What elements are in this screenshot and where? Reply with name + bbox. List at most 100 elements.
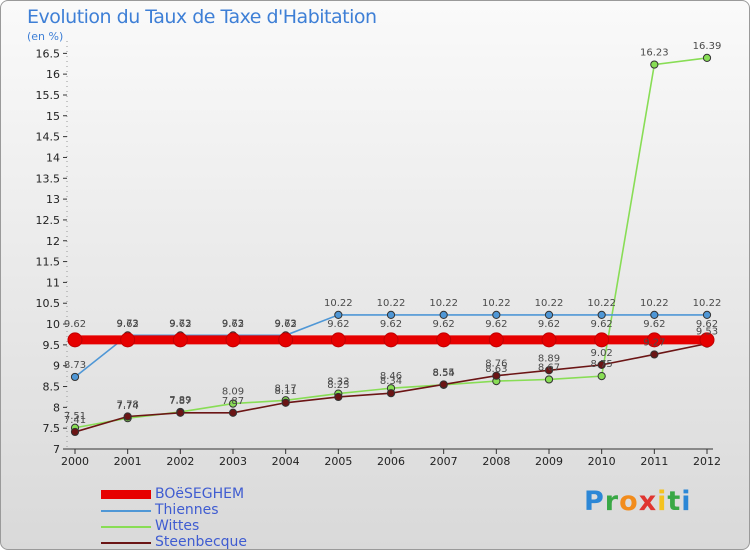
data-labels: 9.62 9.62 9.62 9.62 9.62 9.62 9.62 9.62 9.62 9.62… <box>64 41 721 426</box>
logo-letter: i <box>657 486 668 517</box>
data-point <box>492 371 501 380</box>
data-label: 10.22 <box>482 298 511 309</box>
data-label: 16.23 <box>640 48 669 59</box>
data-point <box>594 332 610 348</box>
chart-subtitle: (en %) <box>27 30 64 43</box>
x-tick-label: 2010 <box>588 455 616 468</box>
data-label: 8.63 <box>485 364 507 375</box>
legend-swatch-steenbecque <box>101 542 151 544</box>
logo-letter: o <box>619 486 639 517</box>
data-label: 9.73 <box>117 318 139 329</box>
data-label: 8.17 <box>275 383 297 394</box>
data-point <box>228 399 238 408</box>
y-tick-label: 10.5 <box>36 297 61 310</box>
data-label: 8.11 <box>275 386 297 397</box>
x-tick-label: 2006 <box>377 455 405 468</box>
data-label: 9.62 <box>275 319 297 330</box>
logo-letter: t <box>667 486 682 517</box>
data-label: 16.39 <box>693 41 722 52</box>
data-label: 9.62 <box>485 319 507 330</box>
data-point <box>439 380 448 389</box>
data-label: 9.62 <box>64 319 86 330</box>
y-tick-label: 9.5 <box>43 339 61 352</box>
data-point <box>334 392 343 402</box>
data-point <box>439 310 448 319</box>
x-tick-label: 2009 <box>535 455 563 468</box>
y-tick-label: 15 <box>46 110 60 123</box>
data-label: 8.55 <box>433 367 455 378</box>
data-label: 8.33 <box>327 377 349 388</box>
data-label: 9.62 <box>591 319 613 330</box>
data-point <box>228 408 238 417</box>
data-label: 8.46 <box>380 371 402 382</box>
data-label: 9.62 <box>327 319 349 330</box>
data-point <box>646 332 662 348</box>
proxiti-logo: Proxiti <box>584 486 692 517</box>
data-point <box>702 53 712 63</box>
data-label: 8.25 <box>327 380 349 391</box>
y-tick-label: 16.5 <box>36 47 61 60</box>
data-label: 9.62 <box>643 319 665 330</box>
data-label: 7.87 <box>169 396 191 407</box>
logo-letter: r <box>604 486 620 517</box>
data-point <box>330 332 346 348</box>
x-tick-label: 2003 <box>219 455 247 468</box>
x-tick-label: 2007 <box>430 455 458 468</box>
data-point <box>650 60 659 69</box>
data-label: 9.62 <box>380 319 402 330</box>
data-point <box>70 427 80 437</box>
x-tick-label: 2012 <box>693 455 721 468</box>
data-point <box>544 366 554 375</box>
data-point <box>386 389 396 398</box>
data-point <box>172 332 188 348</box>
data-label: 9.62 <box>538 319 560 330</box>
data-point <box>597 372 606 381</box>
data-label: 9.62 <box>433 319 455 330</box>
data-label: 10.22 <box>377 298 406 309</box>
y-tick-label: 12.5 <box>36 214 61 227</box>
legend-label: BOëSEGHEM <box>155 486 245 502</box>
data-point <box>281 398 290 407</box>
data-point <box>488 332 504 348</box>
data-point <box>278 332 294 348</box>
chart-title: Evolution du Taux de Taxe d'Habitation <box>27 6 377 28</box>
x-tick-label: 2000 <box>61 455 89 468</box>
data-label: 8.09 <box>222 387 244 398</box>
data-point <box>544 310 554 319</box>
data-label: 8.67 <box>538 362 560 373</box>
x-tick-label: 2001 <box>114 455 142 468</box>
data-label: 9.73 <box>169 318 191 329</box>
legend-label: Steenbecque <box>155 534 248 550</box>
data-point <box>70 372 80 382</box>
y-tick-label: 7.5 <box>43 422 61 435</box>
series-points <box>67 53 715 437</box>
axes: 7 7.5 8 8.5 9 9.5 10 10.5 11 11.5 12 12.5 13 13.5 14 14… <box>36 41 721 468</box>
data-label: 9.53 <box>696 327 718 338</box>
logo-letter: P <box>584 486 605 517</box>
data-point <box>650 350 659 359</box>
data-point <box>334 310 343 319</box>
data-label: 8.75 <box>591 359 613 370</box>
y-tick-label: 12 <box>46 235 60 248</box>
data-label: 7.78 <box>117 400 139 411</box>
data-label: 9.73 <box>222 318 244 329</box>
data-label: 9.73 <box>275 318 297 329</box>
data-label: 9.27 <box>643 337 665 348</box>
x-tick-label: 2011 <box>640 455 668 468</box>
data-point <box>225 332 241 348</box>
data-label: 10.22 <box>693 298 722 309</box>
legend-label: Wittes <box>155 518 200 534</box>
y-tick-label: 10 <box>46 318 60 331</box>
data-label: 8.76 <box>485 359 507 370</box>
y-tick-label: 8.5 <box>43 381 61 394</box>
y-tick-label: 11 <box>46 276 60 289</box>
y-tick-label: 15.5 <box>36 89 61 102</box>
x-tick-label: 2002 <box>166 455 194 468</box>
data-label: 7.74 <box>117 401 139 412</box>
data-label: 7.51 <box>64 411 86 422</box>
data-point <box>123 412 132 421</box>
data-label: 10.22 <box>640 298 669 309</box>
data-point <box>544 375 554 384</box>
data-point <box>176 408 185 417</box>
legend-swatch-boeseghem <box>101 490 151 499</box>
